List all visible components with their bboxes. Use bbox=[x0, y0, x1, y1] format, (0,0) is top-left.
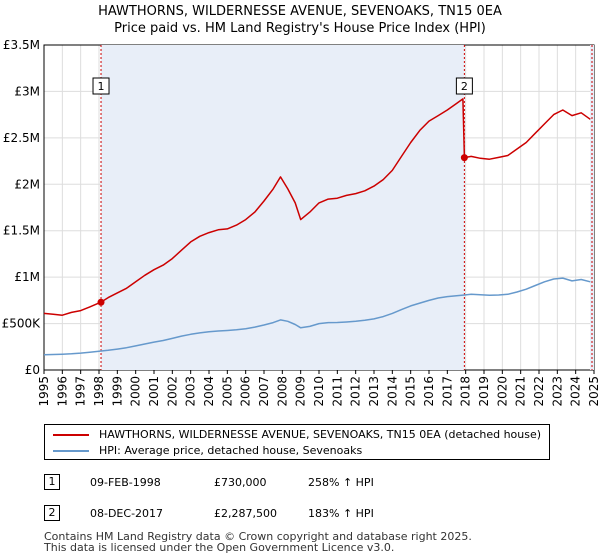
x-tick-label: 2013 bbox=[367, 376, 381, 407]
x-axis: 1995 1996 1997 1998 1999 2000 2001 2002 2003 2004… bbox=[37, 370, 600, 407]
chart-subtitle: Price paid vs. HM Land Registry's House … bbox=[114, 21, 486, 36]
footer-copyright: Contains HM Land Registry data © Crown c… bbox=[44, 530, 472, 543]
sale-badge: 1 bbox=[44, 474, 60, 490]
sale-box-label: 1 bbox=[98, 80, 105, 93]
x-tick-label: 2023 bbox=[550, 376, 564, 407]
y-tick-label: £2.5M bbox=[3, 131, 40, 145]
shade-between-sales bbox=[101, 45, 465, 370]
x-tick-label: 2017 bbox=[440, 376, 454, 407]
sale-badge: 2 bbox=[44, 505, 60, 521]
y-tick-label: £3M bbox=[14, 84, 40, 98]
x-tick-label: 2019 bbox=[477, 376, 491, 407]
x-tick-label: 2012 bbox=[349, 376, 363, 407]
x-tick-label: 2000 bbox=[129, 376, 143, 407]
x-tick-label: 2007 bbox=[257, 376, 271, 407]
legend-label-property: HAWTHORNS, WILDERNESSE AVENUE, SEVENOAKS… bbox=[99, 428, 542, 441]
x-tick-label: 2009 bbox=[294, 376, 308, 407]
x-tick-label: 2006 bbox=[239, 376, 253, 407]
sale-markers bbox=[97, 154, 468, 306]
sale-price: £730,000 bbox=[214, 476, 267, 489]
x-tick-label: 2005 bbox=[220, 376, 234, 407]
legend-label-hpi: HPI: Average price, detached house, Seve… bbox=[99, 444, 363, 457]
x-tick-label: 2004 bbox=[202, 376, 216, 407]
x-tick-label: 2011 bbox=[330, 376, 344, 407]
x-tick-label: 1996 bbox=[55, 376, 69, 407]
sale-box-label: 2 bbox=[461, 80, 468, 93]
y-axis: £0 £500K £1M £1.5M £2M £2.5M £3M £3.5M bbox=[2, 38, 42, 377]
sale-date: 09-FEB-1998 bbox=[90, 476, 161, 489]
x-tick-label: 2022 bbox=[532, 376, 546, 407]
x-tick-label: 2010 bbox=[312, 376, 326, 407]
legend-swatch-property bbox=[53, 434, 89, 436]
y-tick-label: £500K bbox=[2, 317, 42, 331]
y-tick-label: £1M bbox=[14, 270, 40, 284]
legend: HAWTHORNS, WILDERNESSE AVENUE, SEVENOAKS… bbox=[44, 424, 550, 460]
x-tick-label: 1999 bbox=[110, 376, 124, 407]
x-tick-label: 2025 bbox=[587, 376, 600, 407]
x-tick-label: 2015 bbox=[404, 376, 418, 407]
x-tick-label: 2016 bbox=[422, 376, 436, 407]
x-tick-label: 2002 bbox=[165, 376, 179, 407]
x-tick-label: 2008 bbox=[275, 376, 289, 407]
sale-price: £2,287,500 bbox=[214, 507, 277, 520]
sale-marker bbox=[460, 154, 468, 162]
footer-licence: This data is licensed under the Open Gov… bbox=[44, 541, 395, 554]
sale-date: 08-DEC-2017 bbox=[90, 507, 164, 520]
series-lines bbox=[43, 98, 591, 356]
shade-end bbox=[590, 45, 594, 370]
hpi-line bbox=[43, 277, 591, 356]
x-tick-label: 2020 bbox=[495, 376, 509, 407]
sale-box bbox=[92, 77, 110, 95]
chart-title: HAWTHORNS, WILDERNESSE AVENUE, SEVENOAKS… bbox=[98, 4, 502, 19]
sale-shading bbox=[101, 45, 594, 370]
x-tick-label: 2001 bbox=[147, 376, 161, 407]
x-tick-label: 2014 bbox=[385, 376, 399, 407]
legend-swatch-hpi bbox=[53, 450, 89, 452]
x-tick-label: 1997 bbox=[74, 376, 88, 407]
x-tick-label: 2018 bbox=[459, 376, 473, 407]
y-tick-label: £3.5M bbox=[3, 38, 40, 52]
y-tick-label: £2M bbox=[14, 177, 40, 191]
x-tick-label: 1998 bbox=[92, 376, 106, 407]
sale-hpi: 183% ↑ HPI bbox=[308, 507, 374, 520]
x-tick-label: 2024 bbox=[569, 376, 583, 407]
sale-box bbox=[455, 77, 473, 95]
y-tick-label: £0 bbox=[25, 363, 40, 377]
x-tick-label: 2021 bbox=[514, 376, 528, 407]
x-tick-label: 2003 bbox=[184, 376, 198, 407]
x-tick-label: 1995 bbox=[37, 376, 51, 407]
sale-marker bbox=[97, 298, 105, 306]
sale-hpi: 258% ↑ HPI bbox=[308, 476, 374, 489]
price-line bbox=[43, 98, 591, 316]
y-tick-label: £1.5M bbox=[3, 224, 40, 238]
